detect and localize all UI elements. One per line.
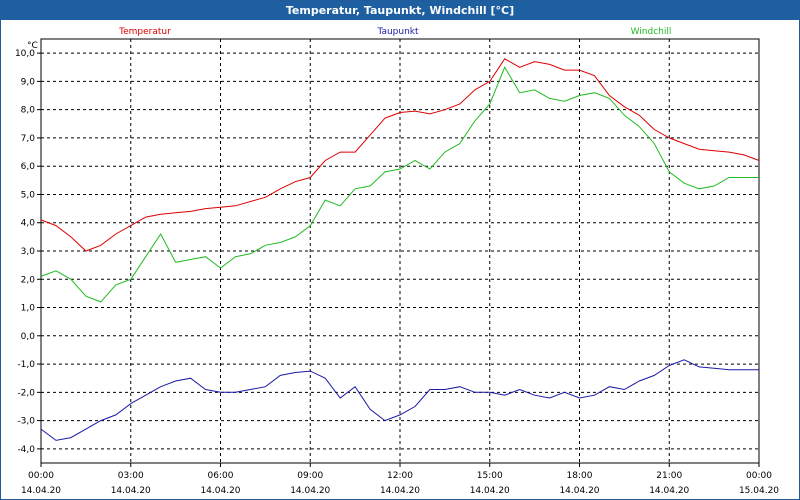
x-tick-date: 14.04.20 [470, 486, 510, 496]
x-tick-date: 14.04.20 [111, 486, 151, 496]
y-tick-label: 7,0 [21, 134, 36, 144]
x-tick-date: 14.04.20 [380, 486, 420, 496]
x-tick-time: 18:00 [567, 471, 593, 481]
y-tick-label: -3,0 [17, 417, 35, 427]
y-axis-label: °C [27, 41, 38, 51]
y-tick-label: -4,0 [17, 445, 35, 455]
series-line-temperatur [40, 58, 760, 252]
series-line-taupunkt [40, 359, 759, 441]
x-tick-time: 21:00 [656, 471, 682, 481]
x-tick-date: 14.04.20 [290, 486, 330, 496]
legend-temperatur: Temperatur [118, 27, 171, 37]
x-tick-date: 15.04.20 [739, 486, 779, 496]
x-tick-date: 14.04.20 [559, 486, 599, 496]
y-tick-label: -2,0 [17, 388, 35, 398]
x-tick-date: 14.04.20 [200, 486, 240, 496]
x-tick-time: 06:00 [208, 471, 234, 481]
series-line-windchill [40, 66, 759, 303]
x-tick-time: 12:00 [387, 471, 413, 481]
x-tick-time: 09:00 [297, 471, 323, 481]
legend-windchill: Windchill [631, 27, 672, 37]
line-chart: 10,0 9,0 8,0 7,0 6,0 5,0 4,0 3,0 2,0 1,0 0,0 -1,0 -2… [15, 27, 779, 496]
y-tick-label: 1,0 [21, 304, 36, 314]
legend-taupunkt: Taupunkt [376, 27, 419, 37]
y-tick-label: 6,0 [21, 162, 36, 172]
chart-title: Temperatur, Taupunkt, Windchill [°C] [1, 1, 799, 20]
x-tick-time: 15:00 [477, 471, 503, 481]
y-tick-label: 4,0 [21, 219, 36, 229]
y-tick-label: 3,0 [21, 247, 36, 257]
y-tick-label: 2,0 [21, 275, 36, 285]
x-tick-time: 00:00 [746, 471, 772, 481]
x-tick-time: 03:00 [118, 471, 144, 481]
y-tick-label: 8,0 [21, 106, 36, 116]
y-tick-label: 5,0 [21, 190, 36, 200]
x-tick-date: 14.04.20 [649, 486, 689, 496]
y-tick-label: -1,0 [17, 360, 35, 370]
y-tick-label: 9,0 [21, 77, 36, 87]
x-tick-time: 00:00 [28, 471, 54, 481]
y-tick-label: 0,0 [21, 332, 36, 342]
x-tick-date: 14.04.20 [21, 486, 61, 496]
y-tick-label: 10,0 [15, 49, 35, 59]
